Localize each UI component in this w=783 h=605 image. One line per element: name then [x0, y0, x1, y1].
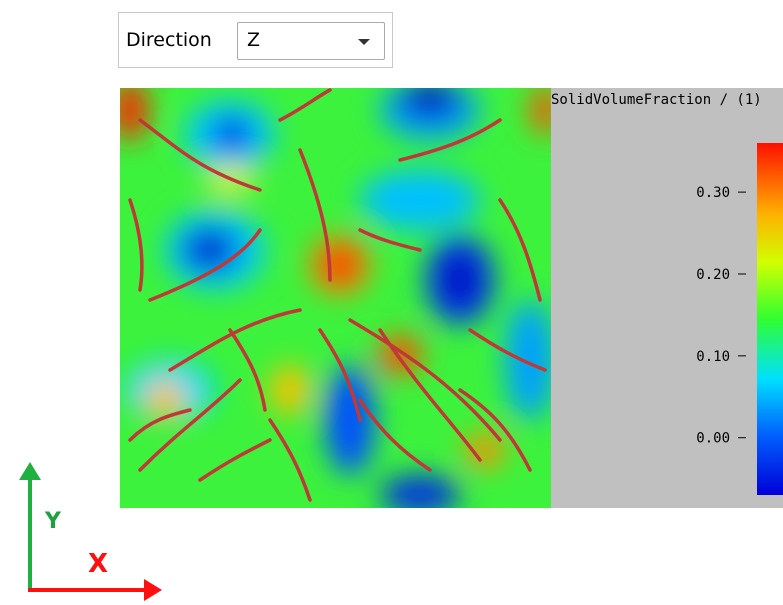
y-arrow-head: [19, 462, 41, 480]
colorbar-tick-label: 0.20: [696, 267, 730, 283]
direction-label: Direction: [126, 29, 212, 51]
direction-dropdown[interactable]: Z: [237, 22, 385, 60]
colorbar-tick-label: 0.10: [696, 349, 730, 365]
dropdown-value: Z: [247, 29, 261, 51]
colorbar-tick-label: 0.30: [696, 185, 730, 201]
legend-background: [551, 88, 783, 508]
colorbar-tick-label: 0.00: [696, 431, 730, 447]
dropdown-arrow: [358, 39, 370, 45]
toolbar: Direction Z: [118, 12, 393, 68]
x-arrow-head: [144, 579, 162, 601]
heatmap: [120, 88, 551, 508]
colorbar-title: SolidVolumeFraction / (1): [551, 92, 762, 108]
x-axis-label: X: [88, 549, 108, 579]
y-axis-label: Y: [44, 509, 62, 534]
colorbar: [757, 143, 783, 495]
